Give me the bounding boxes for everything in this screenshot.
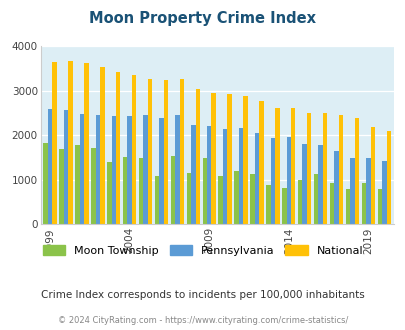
Bar <box>48 109 52 224</box>
Bar <box>175 115 179 224</box>
Text: Moon Property Crime Index: Moon Property Crime Index <box>89 11 316 26</box>
Bar <box>333 151 338 224</box>
Bar <box>345 189 350 224</box>
Bar <box>218 176 222 224</box>
Bar <box>159 118 163 224</box>
Bar <box>79 115 84 224</box>
Bar <box>250 174 254 224</box>
Bar <box>234 171 238 224</box>
Bar <box>43 143 48 224</box>
Bar <box>361 182 365 224</box>
Bar <box>59 148 64 224</box>
Bar <box>211 93 215 224</box>
Bar <box>127 116 132 224</box>
Bar <box>116 72 120 224</box>
Bar <box>91 148 96 224</box>
Bar <box>84 63 88 224</box>
Bar <box>290 108 295 224</box>
Bar <box>171 156 175 224</box>
Bar <box>297 180 302 224</box>
Bar <box>143 115 147 224</box>
Bar <box>381 161 386 224</box>
Legend: Moon Township, Pennsylvania, National: Moon Township, Pennsylvania, National <box>38 241 367 260</box>
Bar <box>227 94 231 224</box>
Bar <box>322 113 326 224</box>
Text: Crime Index corresponds to incidents per 100,000 inhabitants: Crime Index corresponds to incidents per… <box>41 290 364 300</box>
Bar <box>329 183 333 224</box>
Bar <box>365 157 370 224</box>
Bar <box>286 137 290 224</box>
Bar <box>154 176 159 224</box>
Bar <box>52 62 57 224</box>
Bar <box>238 128 243 224</box>
Bar <box>68 61 72 224</box>
Bar <box>318 145 322 224</box>
Bar <box>132 75 136 224</box>
Bar <box>222 129 227 224</box>
Bar <box>270 138 275 224</box>
Bar <box>207 126 211 224</box>
Bar <box>377 189 381 224</box>
Bar <box>243 96 247 224</box>
Bar <box>191 125 195 224</box>
Bar <box>266 185 270 224</box>
Bar <box>123 157 127 224</box>
Bar <box>354 118 358 224</box>
Bar <box>186 173 191 224</box>
Bar <box>75 145 79 224</box>
Bar <box>254 133 258 224</box>
Bar <box>275 108 279 224</box>
Bar <box>107 162 111 224</box>
Bar <box>64 110 68 224</box>
Bar <box>139 158 143 224</box>
Bar <box>306 113 311 224</box>
Bar <box>370 127 374 224</box>
Bar <box>258 101 263 224</box>
Bar <box>195 88 200 224</box>
Bar <box>100 67 104 224</box>
Bar <box>350 158 354 224</box>
Bar <box>163 80 168 224</box>
Bar <box>147 79 152 224</box>
Bar <box>281 188 286 224</box>
Bar <box>202 157 207 224</box>
Bar <box>179 79 183 224</box>
Bar <box>96 115 100 224</box>
Text: © 2024 CityRating.com - https://www.cityrating.com/crime-statistics/: © 2024 CityRating.com - https://www.city… <box>58 316 347 325</box>
Bar <box>302 144 306 224</box>
Bar <box>111 116 116 224</box>
Bar <box>386 131 390 224</box>
Bar <box>338 115 342 224</box>
Bar <box>313 174 318 224</box>
